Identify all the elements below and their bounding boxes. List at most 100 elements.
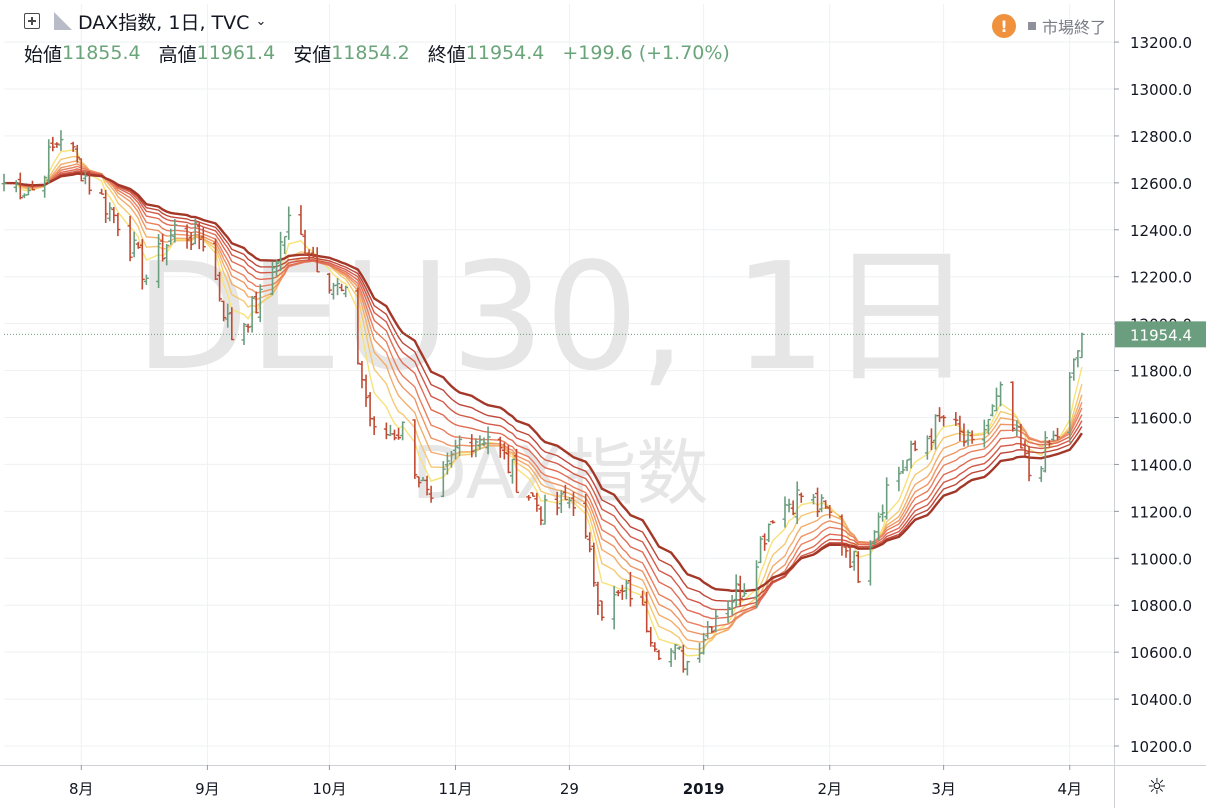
ohlc-bar bbox=[509, 458, 515, 484]
ohlc-bar bbox=[70, 141, 76, 152]
time-tick-label: 3月 bbox=[931, 780, 956, 798]
price-tick-label: 10600.0 bbox=[1130, 644, 1192, 662]
ohlc-bar bbox=[668, 648, 674, 667]
ohlc-bar bbox=[229, 307, 235, 341]
symbol-title[interactable]: DAX指数, 1日, TVC bbox=[78, 11, 250, 34]
ohlc-bar bbox=[1042, 431, 1048, 473]
ohlc-bar bbox=[412, 419, 418, 479]
ohlc-bar bbox=[1010, 381, 1016, 432]
ma-line bbox=[3, 168, 1083, 620]
ohlc-bar bbox=[485, 426, 491, 455]
ohlc-bar bbox=[453, 439, 459, 460]
price-tick-label: 10200.0 bbox=[1130, 738, 1192, 756]
ohlc-bar bbox=[534, 492, 540, 512]
ohlc-bar bbox=[217, 271, 223, 302]
ohlc-bar bbox=[672, 644, 678, 660]
ohlc-bar bbox=[798, 492, 804, 503]
ohlc-bar bbox=[725, 600, 731, 623]
time-tick-label: 4月 bbox=[1057, 780, 1082, 798]
ohlc-bar bbox=[269, 261, 275, 296]
ohlc-bar bbox=[286, 206, 292, 240]
ohlc-bar bbox=[538, 506, 544, 526]
time-tick-label: 11月 bbox=[438, 780, 472, 798]
ohlc-bar bbox=[851, 550, 857, 571]
time-axis[interactable]: 8月 9月 10月 11月 29 2019 2月 3月 4月 bbox=[0, 765, 1206, 798]
ohlc-bar bbox=[46, 139, 52, 184]
legend-header: DAX指数, 1日, TVC ⌄ 始値 11855.4 高値 11961.4 安値 1… bbox=[6, 8, 730, 78]
ohlc-bar bbox=[965, 429, 971, 446]
ohlc-bar bbox=[558, 490, 564, 514]
ohlc-bar bbox=[786, 498, 792, 513]
ohlc-bar bbox=[42, 175, 48, 198]
warning-icon[interactable]: ! bbox=[991, 14, 1016, 38]
ohlc-bar bbox=[1038, 466, 1044, 482]
ohlc-bar bbox=[298, 205, 304, 236]
ohlc-bar bbox=[1046, 439, 1052, 447]
ohlc-bar bbox=[282, 235, 288, 254]
last-price-text: 11954.4 bbox=[1130, 326, 1192, 344]
ohlc-bar bbox=[428, 485, 434, 503]
watermark: DEU30, 1日 DAX指数 bbox=[135, 231, 975, 515]
ohlc-bar bbox=[652, 642, 658, 652]
price-tick-label: 10400.0 bbox=[1130, 691, 1192, 709]
ohlc-bar bbox=[481, 437, 487, 447]
ohlc-bar bbox=[164, 244, 170, 266]
chevron-down-icon[interactable]: ⌄ bbox=[255, 13, 267, 29]
ohlc-bar bbox=[583, 494, 589, 539]
ohlc-bar bbox=[50, 136, 56, 152]
ohlc-bar bbox=[253, 291, 259, 314]
time-tick-label: 2019 bbox=[683, 780, 725, 798]
ohlc-bar bbox=[172, 219, 178, 243]
ohlc-bar bbox=[599, 600, 605, 621]
ohlc-bar bbox=[867, 540, 873, 586]
ohlc-bar bbox=[86, 170, 92, 195]
ohlc-bar bbox=[823, 500, 829, 509]
open-label: 始値 bbox=[24, 43, 63, 66]
ma-line bbox=[3, 170, 1083, 611]
ohlc-bar bbox=[843, 542, 849, 558]
ohlc-bar bbox=[1067, 372, 1073, 443]
ohlc-bar bbox=[855, 551, 861, 583]
ohlc-bar bbox=[896, 466, 902, 492]
expand-button[interactable] bbox=[24, 13, 40, 29]
open-value: 11855.4 bbox=[62, 42, 141, 64]
ohlc-bar bbox=[391, 429, 397, 441]
ohlc-bar bbox=[326, 272, 332, 294]
ohlc-bar bbox=[310, 246, 316, 258]
ohlc-bar bbox=[969, 430, 975, 444]
ohlc-bar bbox=[904, 459, 910, 472]
ohlc-bar bbox=[396, 427, 402, 440]
ohlc-bar bbox=[794, 481, 800, 524]
ma-line bbox=[3, 172, 1083, 593]
ohlc-bar bbox=[701, 632, 707, 655]
ohlc-bar bbox=[363, 374, 369, 407]
ohlc-bar bbox=[400, 421, 406, 441]
ohlc-bar bbox=[188, 232, 194, 250]
ohlc-bar bbox=[741, 583, 747, 598]
ohlc-bar bbox=[192, 218, 198, 245]
ohlc-bar bbox=[469, 434, 475, 458]
ohlc-bars bbox=[1, 130, 1085, 676]
ohlc-bar bbox=[876, 512, 882, 541]
price-axis[interactable]: 13200.0 13000.0 12800.0 12600.0 12400.0 12200… bbox=[1114, 0, 1192, 808]
time-tick-label: 29 bbox=[560, 780, 579, 798]
ohlc-bar bbox=[221, 300, 227, 322]
ohlc-bar bbox=[99, 188, 105, 195]
market-status[interactable]: ! 市場終了 bbox=[991, 14, 1106, 38]
ohlc-bar bbox=[981, 419, 987, 448]
ohlc-bar bbox=[1026, 445, 1032, 482]
ohlc-bar bbox=[587, 532, 593, 553]
ohlc-bar bbox=[839, 514, 845, 556]
ohlc-bar bbox=[355, 287, 361, 365]
close-value: 11954.4 bbox=[465, 42, 545, 64]
price-tick-label: 13000.0 bbox=[1130, 81, 1192, 99]
ohlc-bar bbox=[13, 180, 19, 193]
settings-gear-icon[interactable]: ☼ bbox=[1147, 775, 1167, 800]
ohlc-bar bbox=[25, 187, 31, 196]
ohlc-bar bbox=[143, 274, 149, 285]
high-value: 11961.4 bbox=[196, 42, 276, 64]
ohlc-bar bbox=[566, 497, 572, 509]
ohlc-bar bbox=[737, 575, 743, 607]
ohlc-bar bbox=[339, 283, 345, 292]
